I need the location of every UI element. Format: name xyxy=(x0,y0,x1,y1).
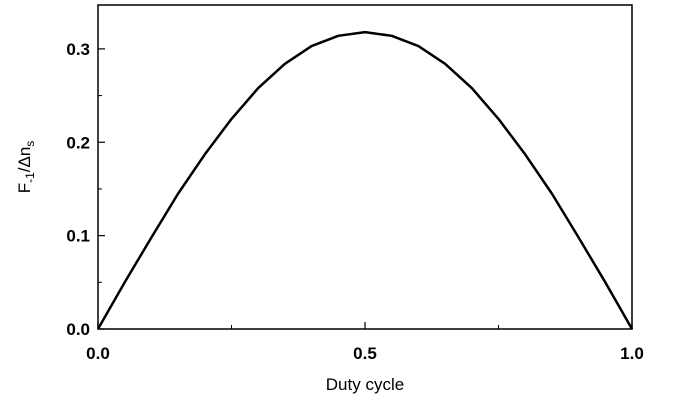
x-tick-label: 1.0 xyxy=(620,344,644,363)
y-tick-label: 0.0 xyxy=(66,320,90,339)
y-label-part: F xyxy=(15,183,34,193)
x-tick-label: 0.5 xyxy=(353,344,377,363)
x-axis-label: Duty cycle xyxy=(326,375,404,394)
y-tick-label: 0.3 xyxy=(66,40,90,59)
y-axis-label: F-1/Δns xyxy=(15,141,37,194)
y-label-sub: -1 xyxy=(23,172,37,183)
y-tick-label: 0.1 xyxy=(66,227,90,246)
x-tick-label: 0.0 xyxy=(86,344,110,363)
y-tick-label: 0.2 xyxy=(66,133,90,152)
y-label-part: /Δn xyxy=(15,147,34,173)
y-label-sub: s xyxy=(23,141,37,147)
data-line xyxy=(96,30,634,330)
plot-frame xyxy=(97,4,633,330)
